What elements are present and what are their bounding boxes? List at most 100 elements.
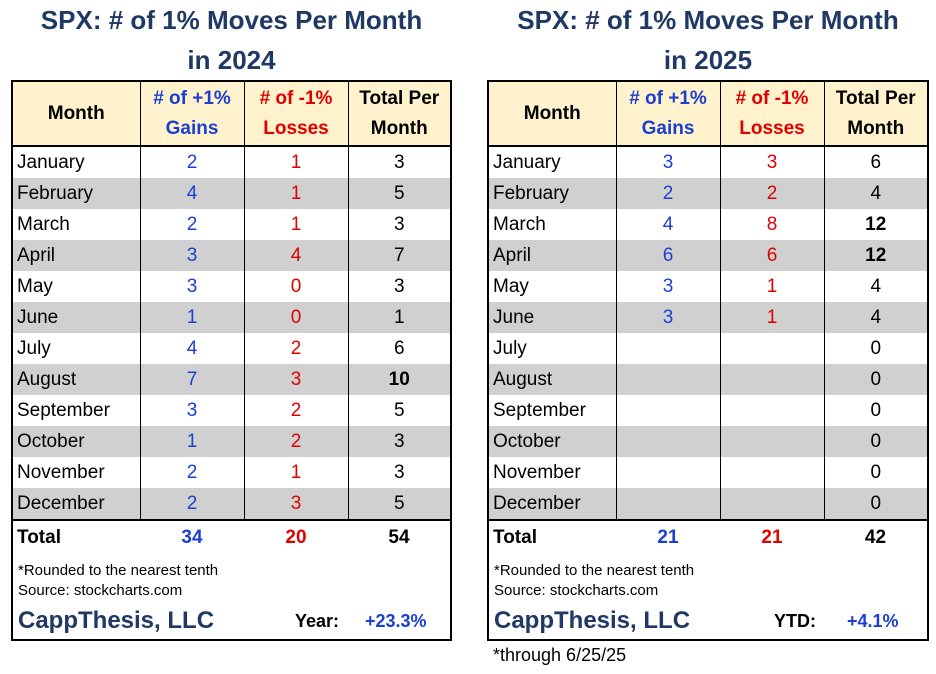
losses-cell <box>720 364 825 395</box>
losses-cell <box>720 395 825 426</box>
title-line-2: in 2024 <box>187 45 276 75</box>
performance-value: +4.1% <box>847 611 899 631</box>
table-title-2024: SPX: # of 1% Moves Per Month in 2024 <box>11 0 452 80</box>
total-cell: 6 <box>870 151 882 173</box>
gains-cell: 6 <box>616 240 721 271</box>
total-cell: 4 <box>824 178 927 209</box>
table-row: June 1 0 1 <box>13 302 450 333</box>
losses-cell: 1 <box>244 457 349 488</box>
table-row: May 3 1 4 <box>489 271 927 302</box>
gains-cell: 2 <box>140 488 245 520</box>
month-cell: March <box>13 209 141 240</box>
total-cell: 6 <box>393 337 405 359</box>
brand-name: CappThesis, LLC <box>494 607 691 634</box>
gains-cell: 2 <box>140 146 245 178</box>
table-row: January 3 3 6 <box>489 146 927 178</box>
month-cell: April <box>13 240 141 271</box>
gains-cell: 2 <box>140 457 245 488</box>
through-date-note: *through 6/25/25 <box>493 645 627 665</box>
table-row: May 3 0 3 <box>13 271 450 302</box>
month-cell: September <box>13 395 141 426</box>
total-gains: 21 <box>616 519 720 555</box>
title-line-1: SPX: # of 1% Moves Per Month <box>40 5 423 35</box>
month-cell: February <box>489 178 617 209</box>
losses-cell: 0 <box>244 302 349 333</box>
losses-cell <box>720 426 825 457</box>
total-label: Total <box>489 519 616 555</box>
losses-cell: 8 <box>720 209 825 240</box>
month-cell: September <box>489 395 617 426</box>
month-cell: April <box>489 240 617 271</box>
table-body: January 2 1 3 February 4 1 5 March 2 1 3 April 3 4 7 May… <box>13 146 450 520</box>
table-row: December 2 3 5 <box>13 488 450 520</box>
total-cell: 3 <box>393 151 405 173</box>
gains-cell: 3 <box>616 271 721 302</box>
table-row: August 7 3 10 <box>13 364 450 395</box>
total-moves: 54 <box>348 519 450 555</box>
moves-table-2024: Month # of +1% Gains # of -1% Losses Total… <box>13 82 450 555</box>
month-cell: July <box>13 333 141 364</box>
table-row: March 2 1 3 <box>13 209 450 240</box>
total-cell: 3 <box>393 213 405 235</box>
panel-2025: SPX: # of 1% Moves Per Month in 2025 Mon… <box>487 0 929 641</box>
gains-cell <box>616 333 721 364</box>
table-box-2024: Month # of +1% Gains # of -1% Losses Total… <box>11 80 452 641</box>
month-cell: December <box>13 488 141 520</box>
table-row: April 6 6 12 <box>489 240 927 271</box>
losses-cell: 2 <box>244 333 349 364</box>
table-row: December 0 <box>489 488 927 520</box>
gains-cell <box>616 395 721 426</box>
table-row: September 0 <box>489 395 927 426</box>
gains-cell: 3 <box>140 240 245 271</box>
total-cell: 3 <box>348 426 450 457</box>
month-cell: May <box>13 271 141 302</box>
performance-value: +23.3% <box>365 611 427 631</box>
total-cell: 4 <box>870 275 882 297</box>
losses-cell: 3 <box>720 146 825 178</box>
table-footer: *Rounded to the nearest tenth Source: st… <box>13 555 450 639</box>
gains-cell: 4 <box>140 333 245 364</box>
rounding-note: *Rounded to the nearest tenth <box>494 562 695 579</box>
total-cell: 10 <box>348 364 450 395</box>
gains-cell: 3 <box>616 146 721 178</box>
header-gains: # of +1% Gains <box>140 82 245 147</box>
table-row: November 2 1 3 <box>13 457 450 488</box>
header-month: Month <box>13 82 141 147</box>
gains-cell <box>616 364 721 395</box>
header-gains: # of +1% Gains <box>616 82 721 147</box>
header-row: Month # of +1% Gains # of -1% Losses Total… <box>13 82 450 147</box>
performance-label: Year: <box>295 611 340 631</box>
performance-label: YTD: <box>774 611 816 631</box>
month-cell: November <box>13 457 141 488</box>
month-cell: October <box>13 426 141 457</box>
total-losses: 21 <box>720 519 824 555</box>
losses-cell: 3 <box>244 364 349 395</box>
month-cell: November <box>489 457 617 488</box>
losses-cell: 1 <box>244 178 349 209</box>
table-row: July 0 <box>489 333 927 364</box>
losses-cell: 4 <box>244 240 349 271</box>
month-cell: February <box>13 178 141 209</box>
total-cell: 5 <box>393 399 405 421</box>
total-cell: 3 <box>393 461 405 483</box>
gains-cell: 7 <box>140 364 245 395</box>
gains-cell: 2 <box>140 209 245 240</box>
gains-cell: 3 <box>616 302 721 333</box>
source-note: Source: stockcharts.com <box>18 582 183 599</box>
gains-cell: 1 <box>140 426 245 457</box>
gains-cell: 4 <box>140 178 245 209</box>
header-total: Total Per Month <box>824 82 927 147</box>
header-losses: # of -1% Losses <box>244 82 349 147</box>
gains-cell <box>616 488 721 520</box>
table-body: January 3 3 6 February 2 2 4 March 4 8 12 April 6 6 12 M… <box>489 146 927 520</box>
header-month: Month <box>489 82 617 147</box>
total-cell: 7 <box>348 240 450 271</box>
title-line-2: in 2025 <box>663 45 753 75</box>
total-cell: 12 <box>824 240 927 271</box>
total-cell: 5 <box>348 178 450 209</box>
table-row: August 0 <box>489 364 927 395</box>
brand-name: CappThesis, LLC <box>18 607 215 634</box>
table-row: October 0 <box>489 426 927 457</box>
table-row: October 1 2 3 <box>13 426 450 457</box>
total-row: Total 34 20 54 <box>13 519 450 555</box>
